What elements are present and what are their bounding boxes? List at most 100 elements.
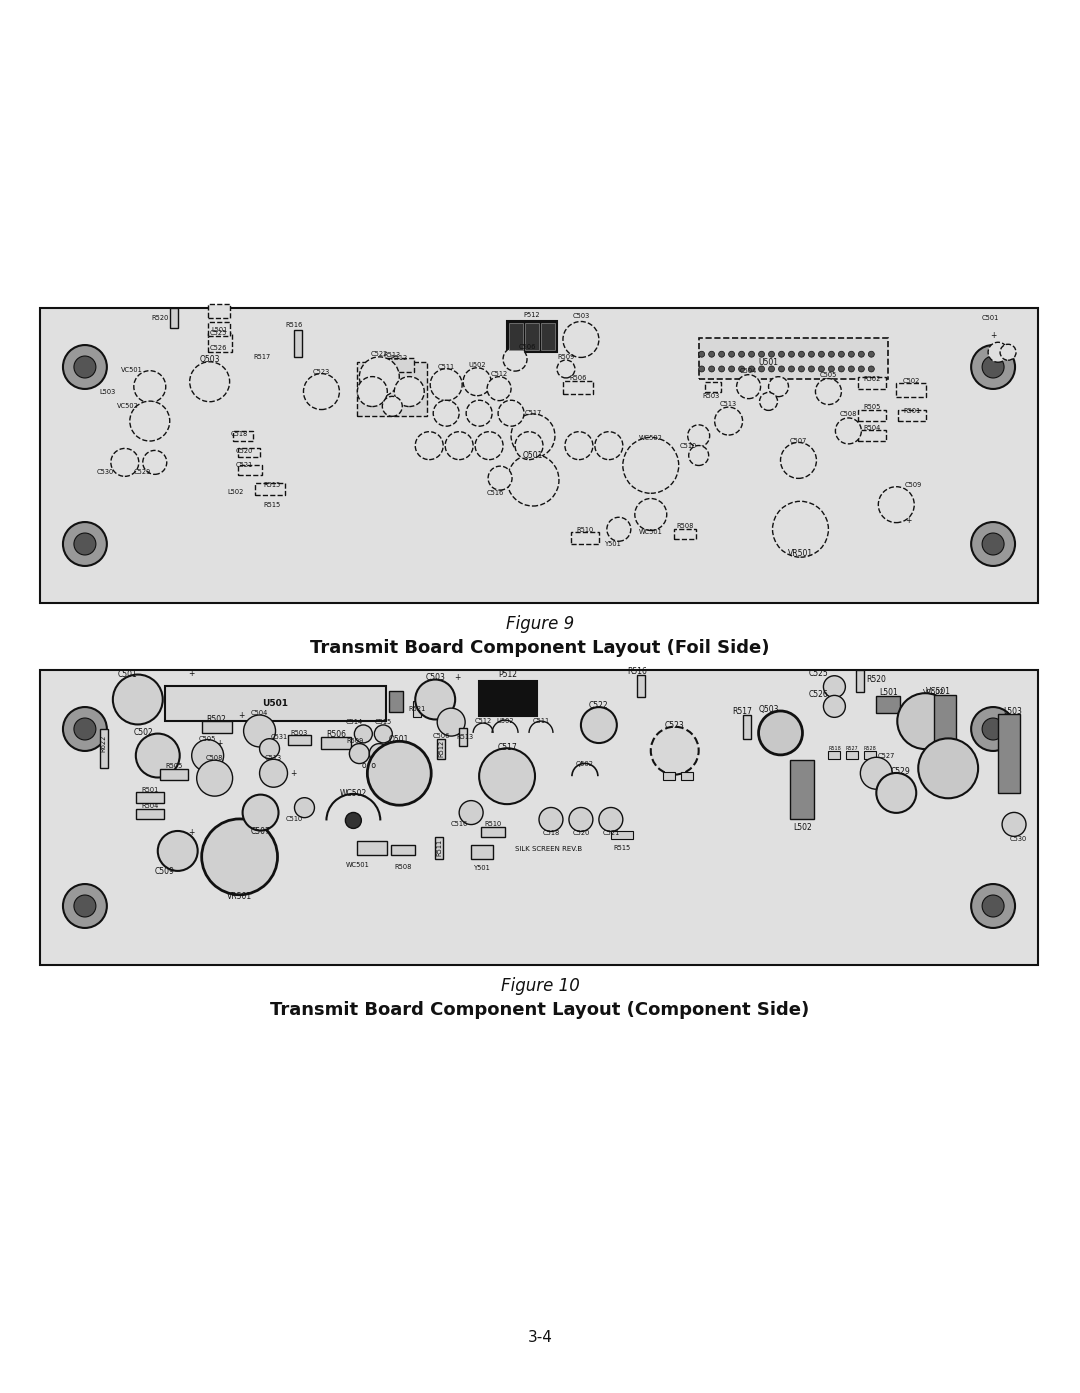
Bar [322,737,351,748]
Circle shape [758,351,765,357]
Bar [414,702,421,717]
Circle shape [539,808,563,832]
Bar [435,837,443,859]
Circle shape [463,368,491,396]
Circle shape [350,744,369,763]
Circle shape [737,375,760,398]
Circle shape [809,351,814,357]
Circle shape [581,708,617,742]
Bar [391,846,415,855]
Circle shape [569,808,593,832]
Text: C518: C518 [542,830,559,836]
Circle shape [515,432,543,460]
Circle shape [779,366,784,372]
Circle shape [511,414,555,458]
Bar [663,772,675,780]
Circle shape [729,366,734,372]
Circle shape [859,351,864,357]
Circle shape [982,717,1004,740]
Text: SILK SCREEN REV.B: SILK SCREEN REV.B [515,846,582,853]
Circle shape [63,522,107,566]
Circle shape [781,443,816,478]
Text: Q503: Q503 [200,355,220,364]
Text: R503: R503 [291,730,308,736]
Bar [828,751,840,759]
Circle shape [689,446,708,465]
Bar [459,729,468,745]
Text: o  o: o o [363,761,376,770]
Text: C520: C520 [572,830,590,836]
Text: R521: R521 [408,706,426,712]
Text: C527: C527 [878,752,895,759]
Text: Y501: Y501 [474,865,490,871]
Bar [637,676,645,696]
Text: C526: C526 [210,345,227,351]
Circle shape [758,710,802,755]
Circle shape [868,351,875,357]
Text: C514: C514 [346,719,363,726]
Bar [471,846,494,859]
Text: R503: R503 [702,393,719,400]
Text: Q501: Q501 [523,451,543,460]
Bar [389,691,403,712]
Text: C522: C522 [589,701,609,710]
Circle shape [459,801,483,825]
Bar [170,308,178,327]
Text: R513: R513 [383,352,401,358]
Bar [859,411,887,421]
Circle shape [982,534,1004,554]
Text: U501: U501 [262,699,288,708]
Text: C520: C520 [235,447,254,454]
Circle shape [382,397,402,417]
Bar [437,738,445,759]
Text: P512: P512 [499,670,517,680]
Text: R504: R504 [864,425,881,430]
Circle shape [815,379,841,404]
Circle shape [357,376,388,407]
Text: R501: R501 [141,787,159,793]
Bar [136,793,164,802]
Circle shape [130,401,170,442]
Circle shape [367,741,431,805]
Circle shape [415,432,443,460]
Circle shape [788,351,795,357]
Text: C503: C503 [426,673,445,683]
Text: C525: C525 [809,670,828,678]
Circle shape [699,351,704,357]
Circle shape [498,400,524,426]
Text: C505: C505 [199,736,216,742]
Text: Q501: Q501 [389,736,409,744]
Circle shape [715,407,743,435]
Circle shape [190,362,230,401]
Bar [876,695,901,713]
Circle shape [565,432,593,460]
Text: R515: R515 [262,501,280,507]
Text: C523: C523 [665,720,685,730]
Circle shape [971,522,1015,566]
Circle shape [244,715,275,747]
Text: R506: R506 [326,730,347,740]
Text: C509: C509 [154,866,175,876]
Circle shape [475,432,503,460]
Circle shape [354,724,373,742]
Text: C502: C502 [903,378,920,383]
Text: VC502: VC502 [923,688,945,695]
Circle shape [488,467,512,490]
Text: Figure 9: Figure 9 [505,614,575,632]
Circle shape [982,896,1004,917]
Circle shape [758,366,765,372]
Bar [480,681,537,716]
Bar [541,323,555,350]
Circle shape [748,351,755,357]
Circle shape [823,695,846,717]
Text: C515: C515 [375,719,392,726]
Bar [202,722,231,733]
Text: C507: C507 [789,437,807,444]
Circle shape [73,357,96,378]
Text: VC501: VC501 [926,687,950,696]
Circle shape [111,449,139,476]
Bar [99,729,108,769]
Circle shape [503,347,527,371]
Circle shape [748,366,755,372]
Bar [563,380,593,394]
